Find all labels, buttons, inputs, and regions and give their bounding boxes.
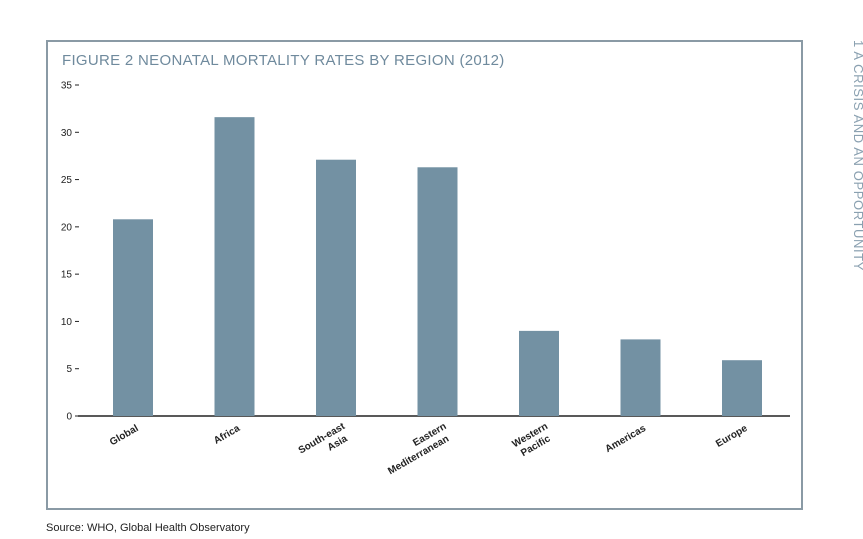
bar xyxy=(519,330,559,416)
x-category-label-line: Africa xyxy=(212,423,242,447)
x-category-label: Europe xyxy=(714,423,750,450)
x-category-label-line: Europe xyxy=(714,423,750,450)
bar xyxy=(113,219,153,416)
y-tick-label: 0 xyxy=(66,412,72,423)
y-tick-label: 15 xyxy=(61,270,73,281)
y-tick-label: 5 xyxy=(66,364,72,375)
x-category-label: Americas xyxy=(604,423,649,455)
chart-frame xyxy=(46,40,803,510)
bar xyxy=(417,167,458,416)
bar xyxy=(316,159,356,416)
x-category-label-line: Americas xyxy=(604,423,649,455)
bar xyxy=(214,117,255,416)
bar xyxy=(620,339,661,416)
x-category-label-line: Global xyxy=(108,423,141,448)
bar xyxy=(722,360,762,416)
chart-title: FIGURE 2 NEONATAL MORTALITY RATES BY REG… xyxy=(62,52,505,69)
x-category-label: Global xyxy=(108,423,141,448)
x-category-label: Africa xyxy=(212,423,242,447)
source-note: Source: WHO, Global Health Observatory xyxy=(46,522,250,534)
y-tick-label: 20 xyxy=(61,222,73,233)
y-tick-label: 25 xyxy=(61,175,73,186)
y-tick-label: 35 xyxy=(61,81,73,92)
y-tick-label: 30 xyxy=(61,128,73,139)
y-tick-label: 10 xyxy=(61,317,73,328)
